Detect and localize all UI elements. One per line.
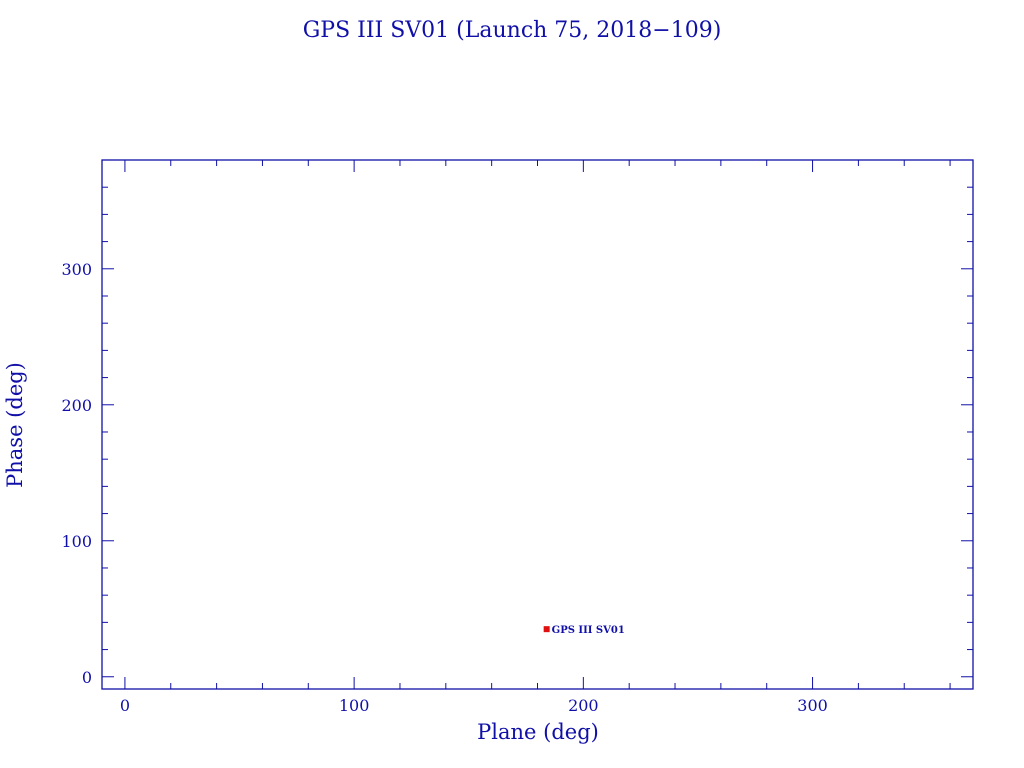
- plot-frame: [101, 159, 974, 690]
- x-tick-label: 300: [797, 696, 828, 715]
- x-tick-label: 0: [120, 696, 130, 715]
- axis-ticks: [102, 159, 973, 689]
- x-tick-label: 200: [568, 696, 599, 715]
- y-tick-label: 300: [61, 260, 92, 279]
- y-tick-labels: 0 100 200 300: [61, 260, 92, 687]
- data-points: GPS III SV01: [543, 625, 625, 636]
- x-tick-label: 100: [339, 696, 370, 715]
- y-tick-label: 100: [61, 532, 92, 551]
- chart-title: GPS III SV01 (Launch 75, 2018−109): [303, 18, 722, 43]
- y-axis-label: Phase (deg): [3, 362, 27, 488]
- x-axis-label: Plane (deg): [477, 720, 599, 744]
- y-tick-label: 200: [61, 396, 92, 415]
- x-tick-labels: 0 100 200 300: [120, 696, 828, 715]
- y-tick-label: 0: [82, 668, 92, 687]
- data-point: [543, 626, 550, 633]
- data-point-label: GPS III SV01: [552, 625, 625, 636]
